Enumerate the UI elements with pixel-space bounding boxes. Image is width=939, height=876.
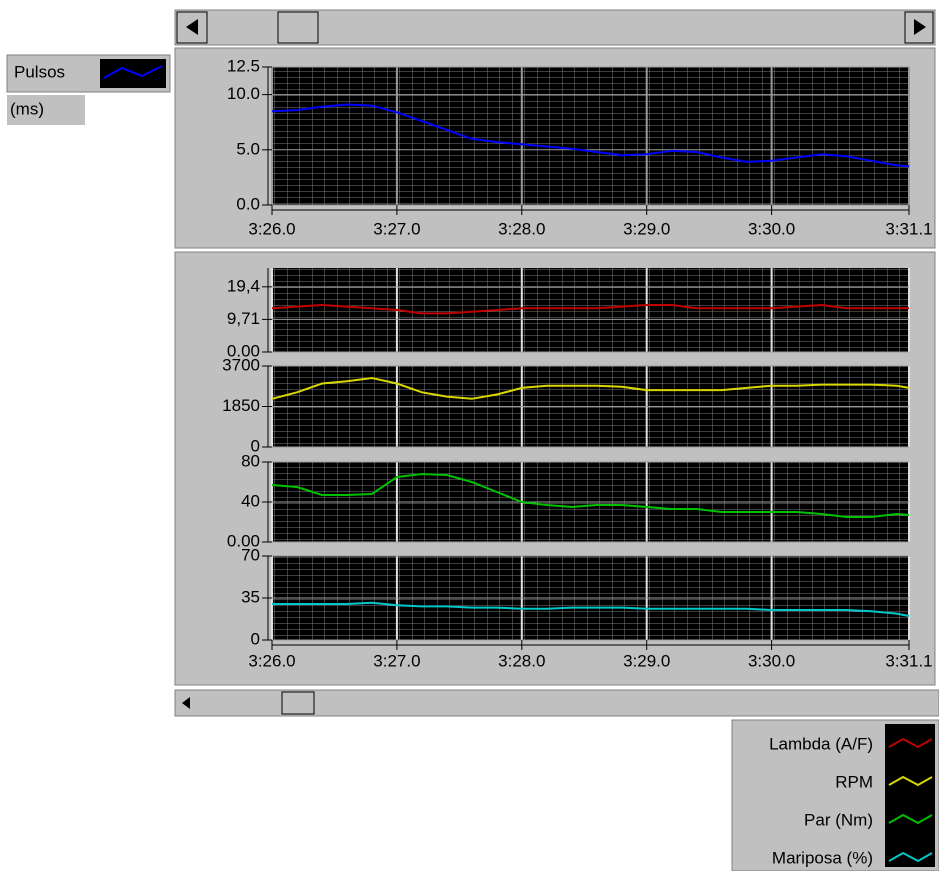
- scroll-thumb[interactable]: [281, 691, 315, 715]
- legend-label: RPM: [835, 772, 873, 791]
- series-line: [271, 472, 910, 518]
- legend-label: Mariposa (%): [772, 848, 873, 867]
- legend-label: Lambda (A/F): [769, 734, 873, 753]
- y-tick-label: 80: [241, 451, 260, 470]
- legend-line: [888, 813, 933, 825]
- y-tick-label: 9,71: [227, 309, 260, 328]
- legend-swatch: [885, 724, 935, 867]
- series-line: [272, 601, 910, 617]
- series-line: [271, 103, 910, 168]
- legend-line: [888, 775, 933, 787]
- x-tick-label: 3:26.0: [248, 651, 295, 670]
- x-tick-label: 3:30.0: [748, 219, 795, 238]
- y-tick-label: 0: [251, 436, 260, 455]
- x-tick-label: 3:28.0: [498, 219, 545, 238]
- x-tick-label: 3:29.0: [623, 651, 670, 670]
- unit-box: [7, 95, 85, 125]
- scroll-thumb[interactable]: [277, 11, 319, 44]
- legend-swatch: [100, 59, 166, 88]
- y-tick-label: 1850: [222, 396, 260, 415]
- x-tick-label: 3:31.1: [885, 219, 932, 238]
- legend-line: [888, 737, 933, 749]
- arrow: [914, 19, 926, 35]
- minor-grid: [272, 268, 909, 352]
- y-tick-label: 3700: [222, 355, 260, 374]
- legend-label: Pulsos: [14, 62, 65, 81]
- x-tick-label: 3:28.0: [498, 651, 545, 670]
- y-tick-label: 40: [241, 491, 260, 510]
- y-axis-label: (ms): [10, 99, 44, 118]
- x-tick-label: 3:26.0: [248, 219, 295, 238]
- y-tick-label: 70: [241, 545, 260, 564]
- legend-label: Par (Nm): [804, 810, 873, 829]
- arrow: [186, 19, 198, 35]
- y-tick-label: 19,4: [227, 276, 260, 295]
- x-tick-label: 3:29.0: [623, 219, 670, 238]
- y-tick-label: 35: [241, 587, 260, 606]
- y-tick-label: 12.5: [227, 56, 260, 75]
- y-tick-label: 5.0: [236, 139, 260, 158]
- y-tick-label: 0: [251, 629, 260, 648]
- x-tick-label: 3:31.1: [885, 651, 932, 670]
- y-tick-label: 0.00: [227, 531, 260, 550]
- y-tick-label: 10.0: [227, 84, 260, 103]
- legend-line: [888, 851, 933, 863]
- x-tick-label: 3:27.0: [373, 219, 420, 238]
- series-line: [271, 376, 910, 400]
- minor-grid: [272, 67, 909, 205]
- series-line: [271, 303, 909, 315]
- x-tick-label: 3:30.0: [748, 651, 795, 670]
- y-tick-label: 0.00: [227, 341, 260, 360]
- arrow: [182, 697, 190, 709]
- x-tick-label: 3:27.0: [373, 651, 420, 670]
- y-tick-label: 0.0: [236, 194, 260, 213]
- legend-line: [103, 65, 163, 79]
